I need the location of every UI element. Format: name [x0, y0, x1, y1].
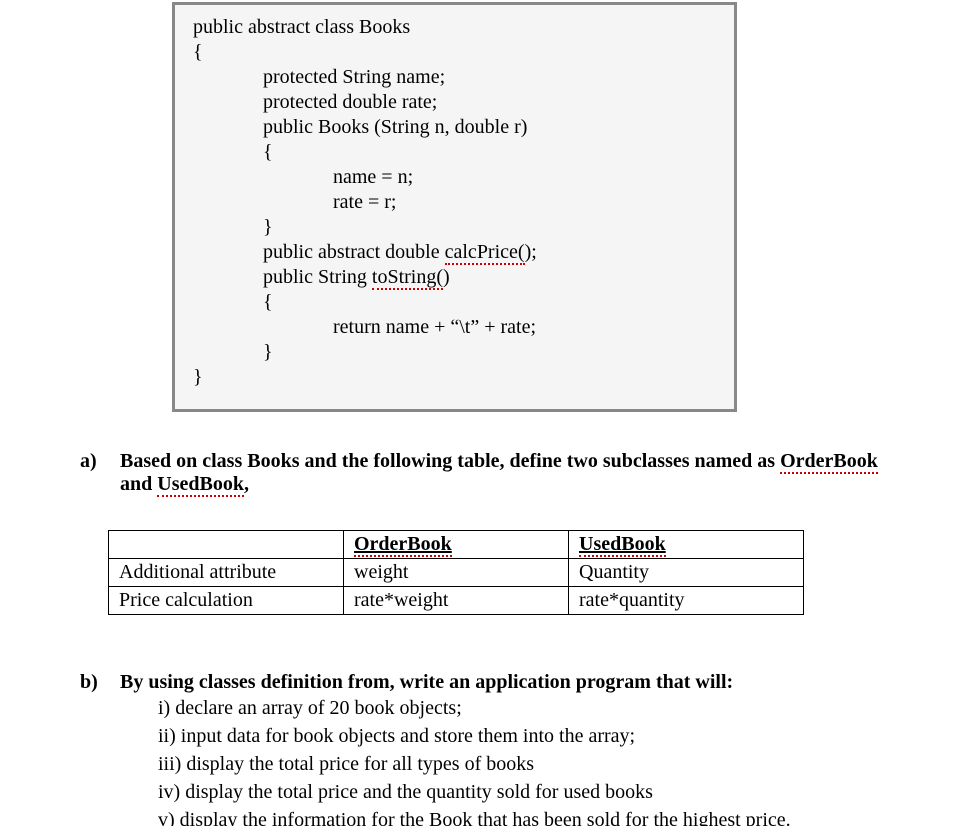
qa-after: , — [244, 473, 249, 495]
table-header-blank — [109, 531, 344, 559]
code-line: return name + “\t” + rate; — [193, 315, 716, 340]
question-b-label: b) — [80, 671, 120, 826]
code-line: { — [193, 140, 716, 165]
table-cell: weight — [344, 559, 569, 587]
list-item: i) declare an array of 20 book objects; — [158, 694, 910, 722]
list-item: v) display the information for the Book … — [158, 806, 910, 826]
code-line: public abstract double calcPrice(); — [193, 240, 716, 265]
qa-text-before: Based on class Books and the following t… — [120, 450, 780, 472]
question-b-text: By using classes definition from, write … — [120, 671, 910, 694]
question-a-body: Based on class Books and the following t… — [120, 450, 910, 496]
question-a-label: a) — [80, 450, 120, 496]
code-line: protected String name; — [193, 65, 716, 90]
table-row: Price calculation rate*weight rate*quant… — [109, 587, 804, 615]
table-cell: Price calculation — [109, 587, 344, 615]
code-line: public String toString() — [193, 265, 716, 290]
table-cell: Quantity — [569, 559, 804, 587]
content-area: a) Based on class Books and the followin… — [80, 450, 910, 826]
question-a: a) Based on class Books and the followin… — [80, 450, 910, 496]
table-cell: Additional attribute — [109, 559, 344, 587]
code-line: name = n; — [193, 165, 716, 190]
code-block: public abstract class Books{protected St… — [172, 2, 737, 412]
qa-mid: and — [120, 473, 157, 495]
qa-orderbook: OrderBook — [780, 450, 878, 474]
question-b: b) By using classes definition from, wri… — [80, 671, 910, 826]
code-line: rate = r; — [193, 190, 716, 215]
table-cell: rate*weight — [344, 587, 569, 615]
table-header-orderbook: OrderBook — [344, 531, 569, 559]
code-line: } — [193, 215, 716, 240]
table-cell: rate*quantity — [569, 587, 804, 615]
roman-list: i) declare an array of 20 book objects; … — [158, 694, 910, 826]
code-line: { — [193, 290, 716, 315]
code-line: public Books (String n, double r) — [193, 115, 716, 140]
table-header-row: OrderBook UsedBook — [109, 531, 804, 559]
table-row: Additional attribute weight Quantity — [109, 559, 804, 587]
list-item: ii) input data for book objects and stor… — [158, 722, 910, 750]
list-item: iv) display the total price and the quan… — [158, 778, 910, 806]
code-line: protected double rate; — [193, 90, 716, 115]
table-header-usedbook: UsedBook — [569, 531, 804, 559]
code-line: } — [193, 365, 716, 390]
question-b-body: By using classes definition from, write … — [120, 671, 910, 826]
qa-usedbook: UsedBook — [157, 473, 244, 497]
code-line: public abstract class Books — [193, 15, 716, 40]
code-line: } — [193, 340, 716, 365]
subclass-table: OrderBook UsedBook Additional attribute … — [108, 530, 804, 615]
list-item: iii) display the total price for all typ… — [158, 750, 910, 778]
code-line: { — [193, 40, 716, 65]
